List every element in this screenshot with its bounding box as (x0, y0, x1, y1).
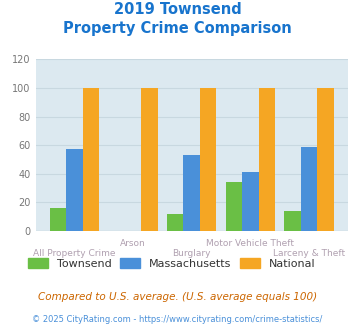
Bar (184, 155, 200, 231)
Bar (242, 172, 258, 231)
Text: © 2025 CityRating.com - https://www.cityrating.com/crime-statistics/: © 2025 CityRating.com - https://www.city… (32, 315, 323, 324)
Bar (66, 149, 83, 231)
Text: Property Crime Comparison: Property Crime Comparison (63, 21, 292, 36)
Bar (284, 211, 301, 231)
Legend: Townsend, Massachusetts, National: Townsend, Massachusetts, National (23, 254, 321, 273)
Text: Compared to U.S. average. (U.S. average equals 100): Compared to U.S. average. (U.S. average … (38, 292, 317, 302)
Bar (83, 88, 99, 231)
Bar (317, 88, 334, 231)
Text: Larceny & Theft: Larceny & Theft (273, 249, 345, 258)
Bar (200, 88, 216, 231)
Bar (167, 214, 184, 231)
Text: All Property Crime: All Property Crime (33, 249, 116, 258)
Bar (50, 208, 66, 231)
Bar (226, 182, 242, 231)
Text: 2019 Townsend: 2019 Townsend (114, 2, 241, 16)
Bar (301, 147, 317, 231)
Bar (258, 88, 275, 231)
Bar (141, 88, 158, 231)
Text: Motor Vehicle Theft: Motor Vehicle Theft (206, 239, 294, 248)
Text: Burglary: Burglary (173, 249, 211, 258)
Text: Arson: Arson (120, 239, 146, 248)
